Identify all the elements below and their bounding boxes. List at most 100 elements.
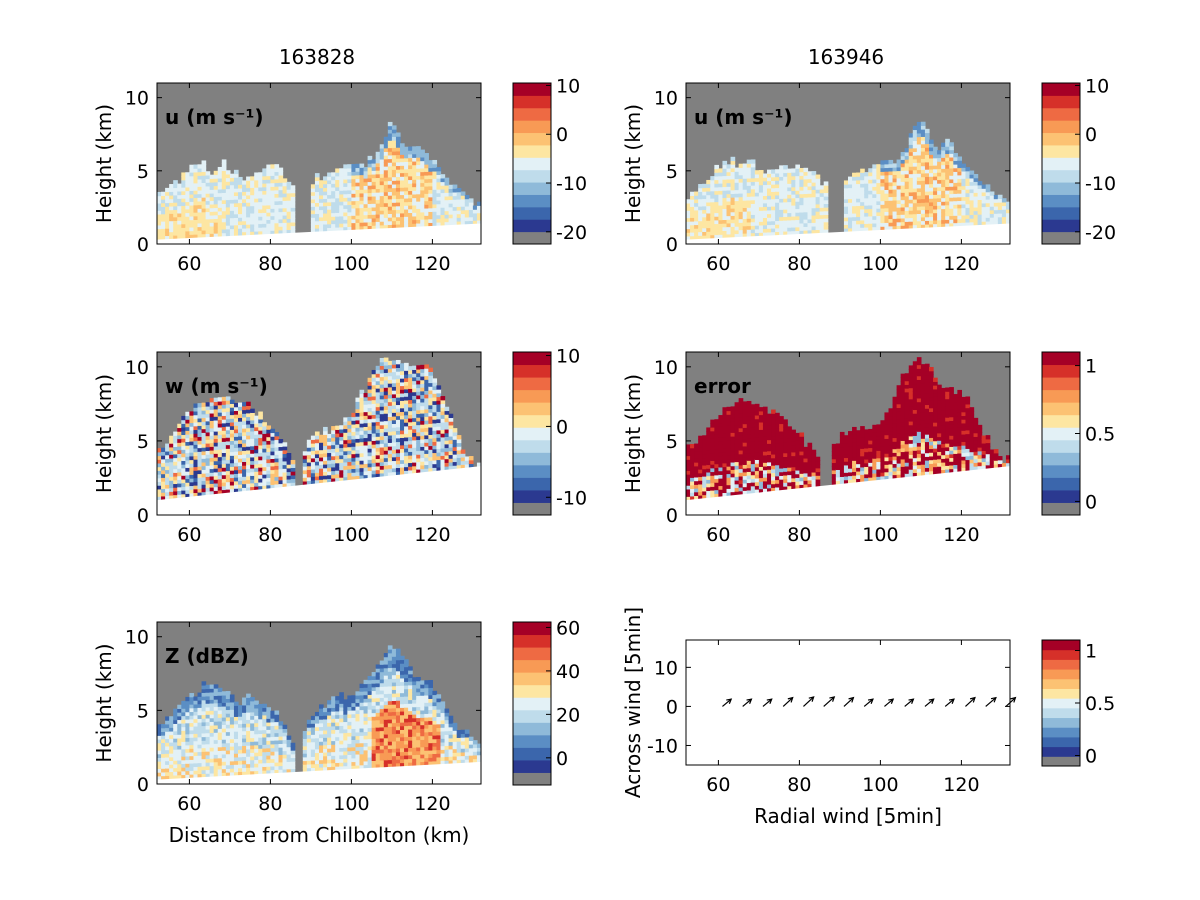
data-cell bbox=[355, 423, 361, 428]
data-cell bbox=[238, 417, 243, 422]
data-cell bbox=[262, 168, 267, 173]
data-cell bbox=[791, 474, 796, 479]
data-cell bbox=[464, 216, 470, 222]
data-cell bbox=[961, 203, 967, 209]
data-cell bbox=[412, 417, 417, 422]
data-cell bbox=[929, 172, 934, 177]
data-cell bbox=[201, 193, 207, 198]
data-cell bbox=[738, 178, 744, 183]
data-cell bbox=[775, 453, 780, 458]
data-cell bbox=[937, 186, 942, 192]
data-cell bbox=[391, 382, 397, 387]
data-cell bbox=[436, 403, 442, 409]
data-cell bbox=[803, 208, 809, 213]
data-cell bbox=[726, 484, 732, 489]
data-cell bbox=[379, 450, 385, 455]
data-cell bbox=[238, 191, 243, 196]
data-cell bbox=[795, 432, 800, 438]
data-cell bbox=[448, 199, 454, 204]
data-cell bbox=[714, 459, 719, 465]
data-cell bbox=[181, 230, 186, 236]
data-cell bbox=[169, 213, 174, 218]
data-cell bbox=[233, 436, 239, 441]
data-cell bbox=[404, 212, 409, 217]
data-cell bbox=[941, 212, 946, 217]
data-cell bbox=[758, 199, 764, 204]
data-cell bbox=[391, 467, 397, 473]
data-cell bbox=[351, 460, 357, 466]
data-cell bbox=[339, 477, 344, 482]
data-cell bbox=[868, 190, 873, 195]
data-cell bbox=[383, 217, 389, 222]
data-cell bbox=[771, 487, 776, 492]
data-cell bbox=[238, 231, 243, 237]
data-cell bbox=[270, 175, 276, 180]
ground-mask bbox=[686, 223, 1010, 244]
data-cell bbox=[843, 213, 849, 218]
data-cell bbox=[767, 469, 772, 474]
data-cell bbox=[266, 164, 271, 169]
data-cell bbox=[750, 159, 756, 164]
data-cell bbox=[864, 205, 869, 210]
data-cell bbox=[250, 216, 255, 221]
data-cell bbox=[233, 184, 239, 189]
data-cell bbox=[933, 157, 938, 162]
data-cell bbox=[400, 448, 405, 453]
data-cell bbox=[375, 395, 381, 400]
data-cell bbox=[193, 410, 199, 416]
data-cell bbox=[327, 437, 332, 442]
data-cell bbox=[440, 203, 446, 208]
data-cell bbox=[217, 192, 223, 197]
data-cell bbox=[387, 213, 393, 218]
data-cell bbox=[238, 472, 243, 478]
data-cell bbox=[690, 191, 695, 196]
data-cell bbox=[221, 433, 227, 439]
data-cell bbox=[775, 220, 780, 225]
data-cell bbox=[702, 231, 707, 236]
data-cell bbox=[464, 198, 470, 203]
data-cell bbox=[383, 427, 389, 433]
data-cell bbox=[274, 204, 280, 209]
data-cell bbox=[404, 205, 409, 210]
data-cell bbox=[221, 192, 227, 197]
data-cell bbox=[722, 179, 728, 184]
data-cell bbox=[165, 213, 170, 218]
data-cell bbox=[694, 450, 699, 456]
data-cell bbox=[375, 159, 381, 164]
data-cell bbox=[189, 212, 195, 217]
data-cell bbox=[193, 197, 199, 202]
data-cell bbox=[169, 184, 174, 189]
data-cell bbox=[205, 402, 211, 407]
data-cell bbox=[225, 217, 231, 223]
data-cell bbox=[213, 174, 219, 179]
data-cell bbox=[973, 199, 979, 204]
data-cell bbox=[217, 214, 223, 219]
data-cell bbox=[702, 457, 707, 462]
data-cell bbox=[815, 189, 821, 194]
data-cell bbox=[892, 185, 898, 190]
data-cell bbox=[367, 214, 373, 219]
data-cell bbox=[762, 428, 768, 434]
data-cell bbox=[375, 365, 381, 371]
data-cell bbox=[306, 447, 312, 452]
data-cell bbox=[375, 436, 381, 441]
data-cell bbox=[767, 198, 772, 204]
data-cell bbox=[908, 217, 914, 222]
data-cell bbox=[706, 449, 711, 454]
data-cell bbox=[254, 216, 259, 221]
data-cell bbox=[387, 121, 393, 127]
data-cell bbox=[993, 216, 999, 222]
data-cell bbox=[892, 218, 898, 223]
data-cell bbox=[205, 204, 211, 209]
data-cell bbox=[335, 175, 340, 181]
data-cell bbox=[771, 176, 776, 181]
data-cell bbox=[189, 197, 195, 202]
data-cell bbox=[359, 426, 365, 432]
data-cell bbox=[181, 475, 186, 480]
data-cell bbox=[420, 215, 425, 220]
data-cell bbox=[274, 480, 280, 485]
data-cell bbox=[225, 221, 231, 226]
data-cell bbox=[412, 168, 417, 173]
data-cell bbox=[694, 231, 699, 237]
data-cell bbox=[327, 220, 332, 225]
